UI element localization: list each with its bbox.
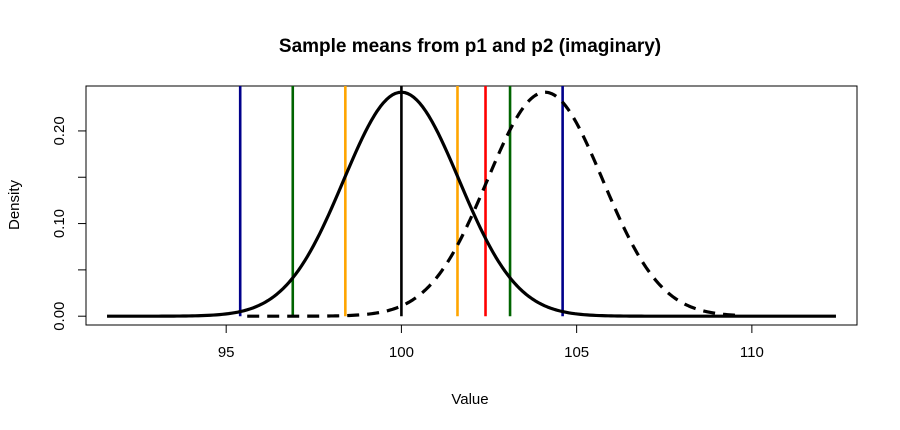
density-curve-solid: [107, 90, 836, 318]
x-axis-label: Value: [451, 391, 488, 408]
density-curve-dashed: [247, 90, 738, 318]
x-tick-label: 110: [740, 344, 764, 361]
x-tick-label: 105: [564, 344, 589, 361]
y-axis-label: Density: [6, 179, 23, 230]
y-tick-label: 0.10: [51, 209, 68, 238]
plot-area: 95 100 105 110 0.00 0.10 0.20: [51, 85, 858, 361]
y-tick-label: 0.20: [51, 116, 68, 145]
chart-title: Sample means from p1 and p2 (imaginary): [279, 36, 661, 57]
x-tick-label: 100: [389, 344, 414, 361]
x-tick-label: 95: [218, 344, 235, 361]
y-tick-label: 0.00: [51, 302, 68, 331]
